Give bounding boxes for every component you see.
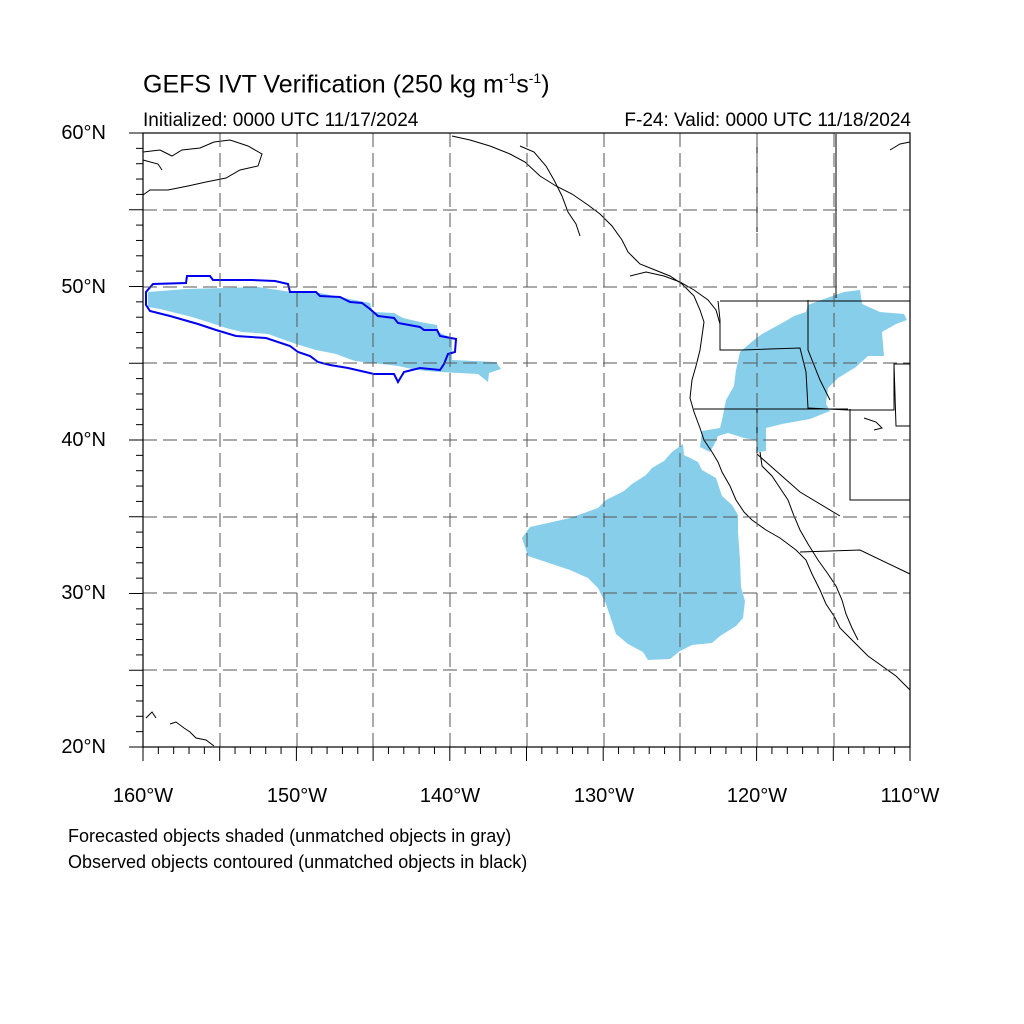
forecast-object-pacific-north [148,287,501,382]
forecast-legend-note: Forecasted objects shaded (unmatched obj… [68,826,512,846]
lat-label-40n: 40°N [61,429,106,451]
coastlines [142,135,911,747]
observed-object-contour [145,275,458,385]
lat-label-50n: 50°N [61,276,106,298]
lon-label-110w: 110°W [880,785,940,807]
forecast-object-baja-offshore [522,444,745,660]
lon-label-150w: 150°W [266,785,328,807]
forecast-objects [148,287,907,660]
lon-label-120w: 120°W [726,785,788,807]
lat-label-20n: 20°N [61,736,106,758]
chart-title: GEFS IVT Verification (250 kg m-1s-1) [143,70,550,99]
forecast-object-great-basin [700,290,907,452]
axis-ticks [129,132,911,761]
lon-label-140w: 140°W [419,785,481,807]
observed-legend-note: Observed objects contoured (unmatched ob… [68,852,528,872]
valid-time-label: F-24: Valid: 0000 UTC 11/18/2024 [624,110,911,131]
lat-label-60n: 60°N [61,122,106,144]
map-grid [143,133,910,747]
political-borders [694,134,911,575]
lat-label-30n: 30°N [61,582,106,604]
lon-label-160w: 160°W [112,785,174,807]
lon-label-130w: 130°W [573,785,635,807]
init-time-label: Initialized: 0000 UTC 11/17/2024 [143,110,419,131]
